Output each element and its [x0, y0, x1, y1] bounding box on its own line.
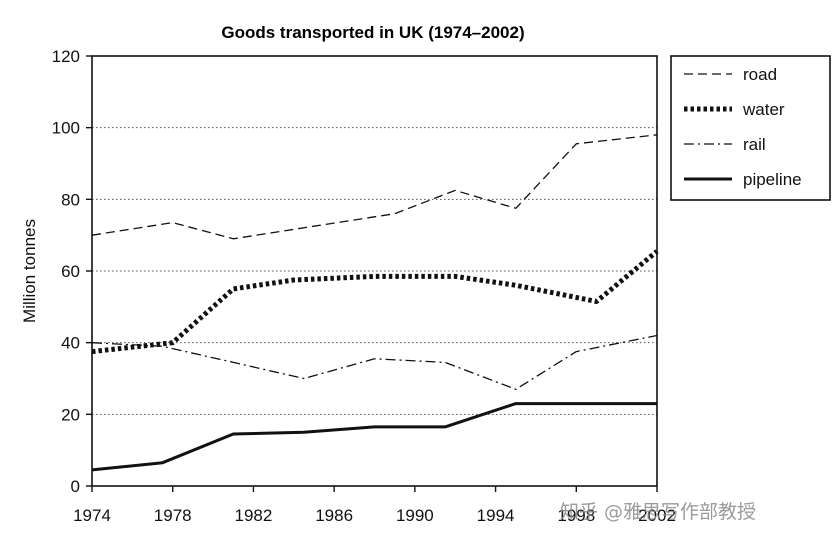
- x-tick-label: 1998: [557, 506, 595, 525]
- chart-title: Goods transported in UK (1974–2002): [221, 23, 524, 42]
- x-tick-label: 1982: [235, 506, 273, 525]
- series-line-road: [91, 134, 658, 240]
- x-tick-label: 1978: [154, 506, 192, 525]
- series-line-pipeline: [91, 402, 657, 472]
- y-tick-label: 60: [61, 262, 80, 281]
- x-tick-label: 2002: [638, 506, 676, 525]
- watermark-text: 知乎 @雅思写作部教授: [560, 501, 756, 523]
- legend-label-rail: rail: [743, 135, 766, 154]
- legend: road water rail pipeline: [670, 55, 831, 201]
- x-axis-ticks: 1974 1978 1982 1986 1990 1994 1998 2002: [73, 486, 676, 525]
- y-tick-label: 80: [61, 190, 80, 209]
- y-tick-label: 0: [71, 477, 80, 496]
- series-line-water: [91, 249, 659, 355]
- x-tick-label: 1974: [73, 506, 111, 525]
- legend-label-water: water: [742, 100, 785, 119]
- series-line-rail: [91, 334, 658, 390]
- y-tick-label: 100: [52, 119, 80, 138]
- grid-lines: [92, 127, 657, 415]
- x-tick-label: 1994: [477, 506, 515, 525]
- legend-label-pipeline: pipeline: [743, 170, 802, 189]
- y-tick-label: 120: [52, 47, 80, 66]
- legend-label-road: road: [743, 65, 777, 84]
- plot-frame: [91, 55, 658, 487]
- legend-box: [670, 55, 831, 201]
- series-lines: [91, 134, 659, 472]
- x-tick-label: 1990: [396, 506, 434, 525]
- x-tick-label: 1986: [315, 506, 353, 525]
- y-axis-ticks: 0 20 40 60 80 100 120: [52, 47, 92, 496]
- y-axis-label: Million tonnes: [20, 219, 39, 323]
- y-tick-label: 20: [61, 405, 80, 424]
- y-tick-label: 40: [61, 334, 80, 353]
